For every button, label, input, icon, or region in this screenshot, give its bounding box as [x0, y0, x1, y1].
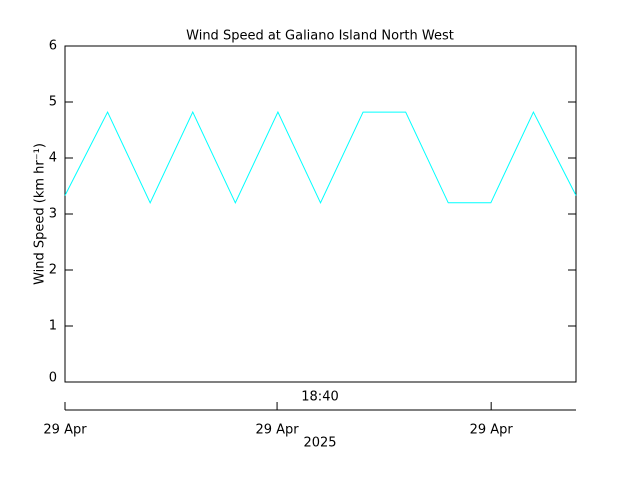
y-tick-label: 3 — [49, 207, 57, 222]
time-label: 18:40 — [301, 390, 338, 405]
y-tick-label: 5 — [49, 95, 57, 110]
date-label: 29 Apr — [43, 423, 87, 438]
year-label: 2025 — [303, 436, 336, 451]
data-line — [64, 110, 577, 204]
y-tick-label: 4 — [49, 151, 57, 166]
y-tick-label: 2 — [49, 263, 57, 278]
y-tick-label: 1 — [49, 319, 57, 334]
y-tick-label: 6 — [49, 39, 57, 54]
date-label: 29 Apr — [470, 423, 514, 438]
chart-title: Wind Speed at Galiano Island North West — [186, 29, 454, 44]
date-label: 29 Apr — [255, 423, 299, 438]
y-tick-label: 0 — [49, 371, 57, 386]
y-axis-label: Wind Speed (km hr⁻¹) — [33, 143, 48, 285]
